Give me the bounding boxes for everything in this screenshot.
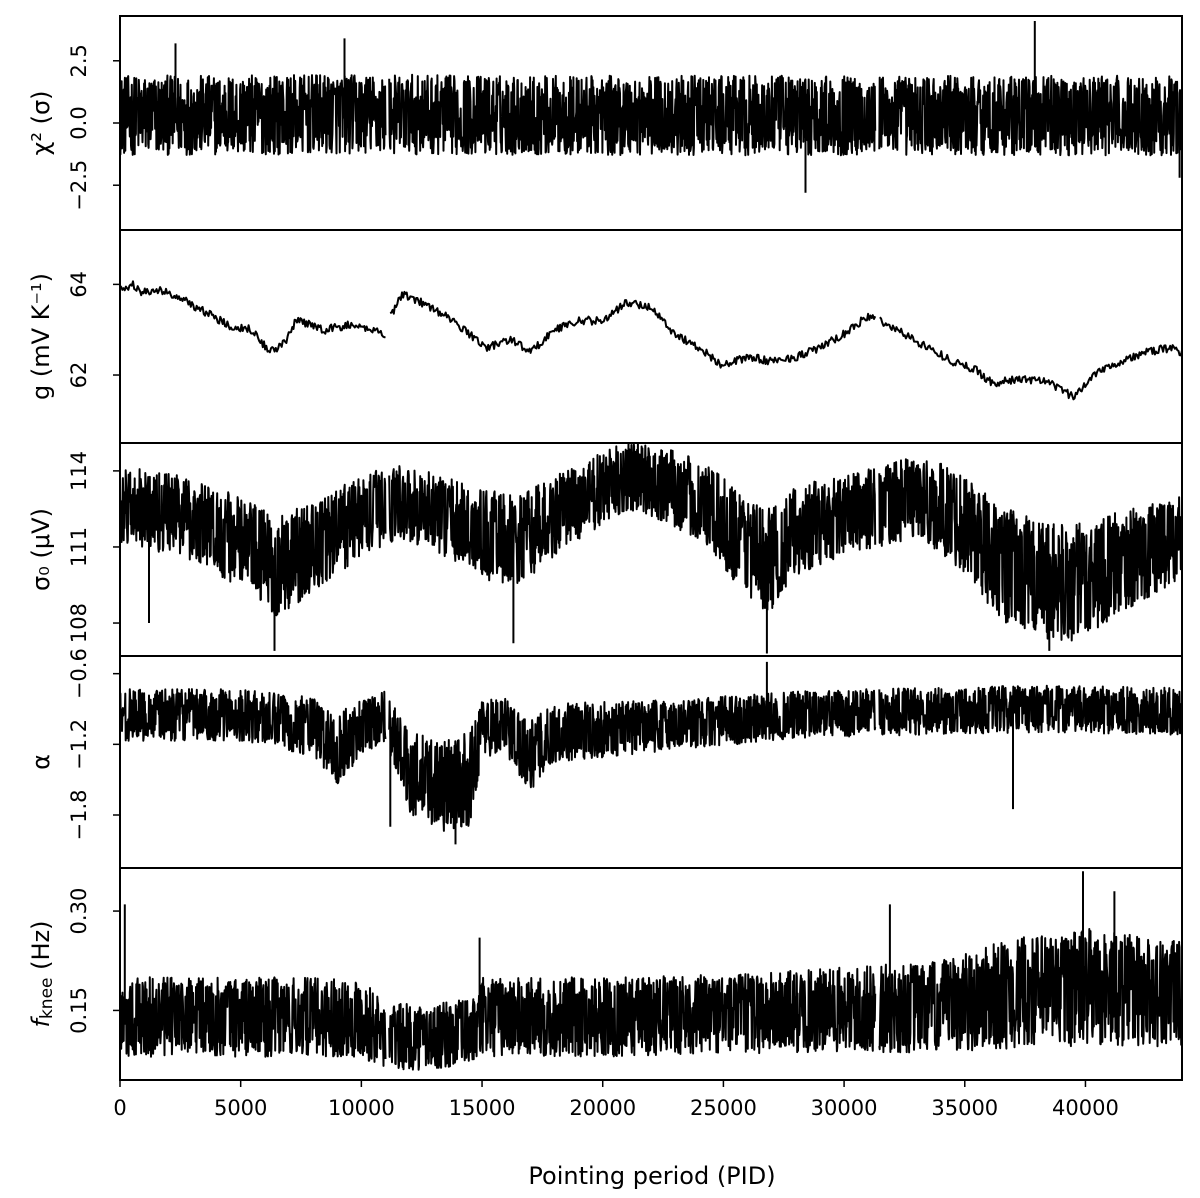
x-tick-label: 0 — [113, 1096, 126, 1120]
x-tick-label: 40000 — [1052, 1096, 1119, 1120]
y-tick-label: 114 — [67, 451, 91, 491]
y-tick-label: −0.6 — [67, 648, 91, 699]
x-axis: 0 5000 10000 15000 20000 25000 30000 35000 40000 — [113, 1080, 1119, 1120]
x-axis-label: Pointing period (PID) — [528, 1162, 775, 1190]
series-line-5 — [120, 871, 1182, 1071]
panel-4: −1.8 −1.2 −0.6 α — [27, 648, 1183, 869]
x-tick-label: 25000 — [690, 1096, 757, 1120]
y-axis-label: α — [27, 754, 55, 770]
panel-3: 108 111 114 σ₀ (μV) — [27, 442, 1183, 657]
x-tick-label: 15000 — [449, 1096, 516, 1120]
panels: −2.5 0.0 2.5 χ² (σ) 62 64 g (mV K⁻¹) 108 111 114 σ… — [27, 15, 1183, 1081]
y-axis-label: fknee (Hz) — [27, 921, 57, 1028]
series-line-1 — [120, 21, 1182, 193]
y-tick-label: 64 — [67, 271, 91, 298]
y-tick-label: 108 — [67, 603, 91, 643]
series-line-3 — [120, 443, 1182, 654]
y-tick-label: 62 — [67, 362, 91, 389]
panel-frame — [119, 229, 1183, 444]
panel-1: −2.5 0.0 2.5 χ² (σ) — [27, 15, 1183, 231]
y-tick-label: 111 — [67, 527, 91, 567]
y-axis-label: χ² (σ) — [27, 90, 55, 155]
x-tick-label: 20000 — [569, 1096, 636, 1120]
panel-frame — [119, 867, 1183, 1081]
series-line-2 — [120, 280, 1182, 401]
y-tick-label: 0.15 — [67, 987, 91, 1034]
y-axis-label: σ₀ (μV) — [27, 508, 55, 591]
y-tick-label: 0.30 — [67, 888, 91, 935]
y-tick-label: −2.5 — [67, 160, 91, 211]
y-tick-label: −1.2 — [67, 719, 91, 770]
y-tick-label: 0.0 — [67, 106, 91, 139]
x-tick-label: 10000 — [328, 1096, 395, 1120]
y-tick-label: −1.8 — [67, 790, 91, 841]
series-line-4 — [120, 661, 1182, 845]
y-axis-label: g (mV K⁻¹) — [27, 273, 55, 400]
x-tick-label: 30000 — [811, 1096, 878, 1120]
x-tick-label: 5000 — [214, 1096, 267, 1120]
panel-frame — [119, 655, 1183, 869]
y-tick-label: 2.5 — [67, 44, 91, 77]
panel-5: 0.15 0.30 fknee (Hz) — [27, 867, 1183, 1081]
panel-2: 62 64 g (mV K⁻¹) — [27, 229, 1183, 444]
x-tick-label: 35000 — [931, 1096, 998, 1120]
